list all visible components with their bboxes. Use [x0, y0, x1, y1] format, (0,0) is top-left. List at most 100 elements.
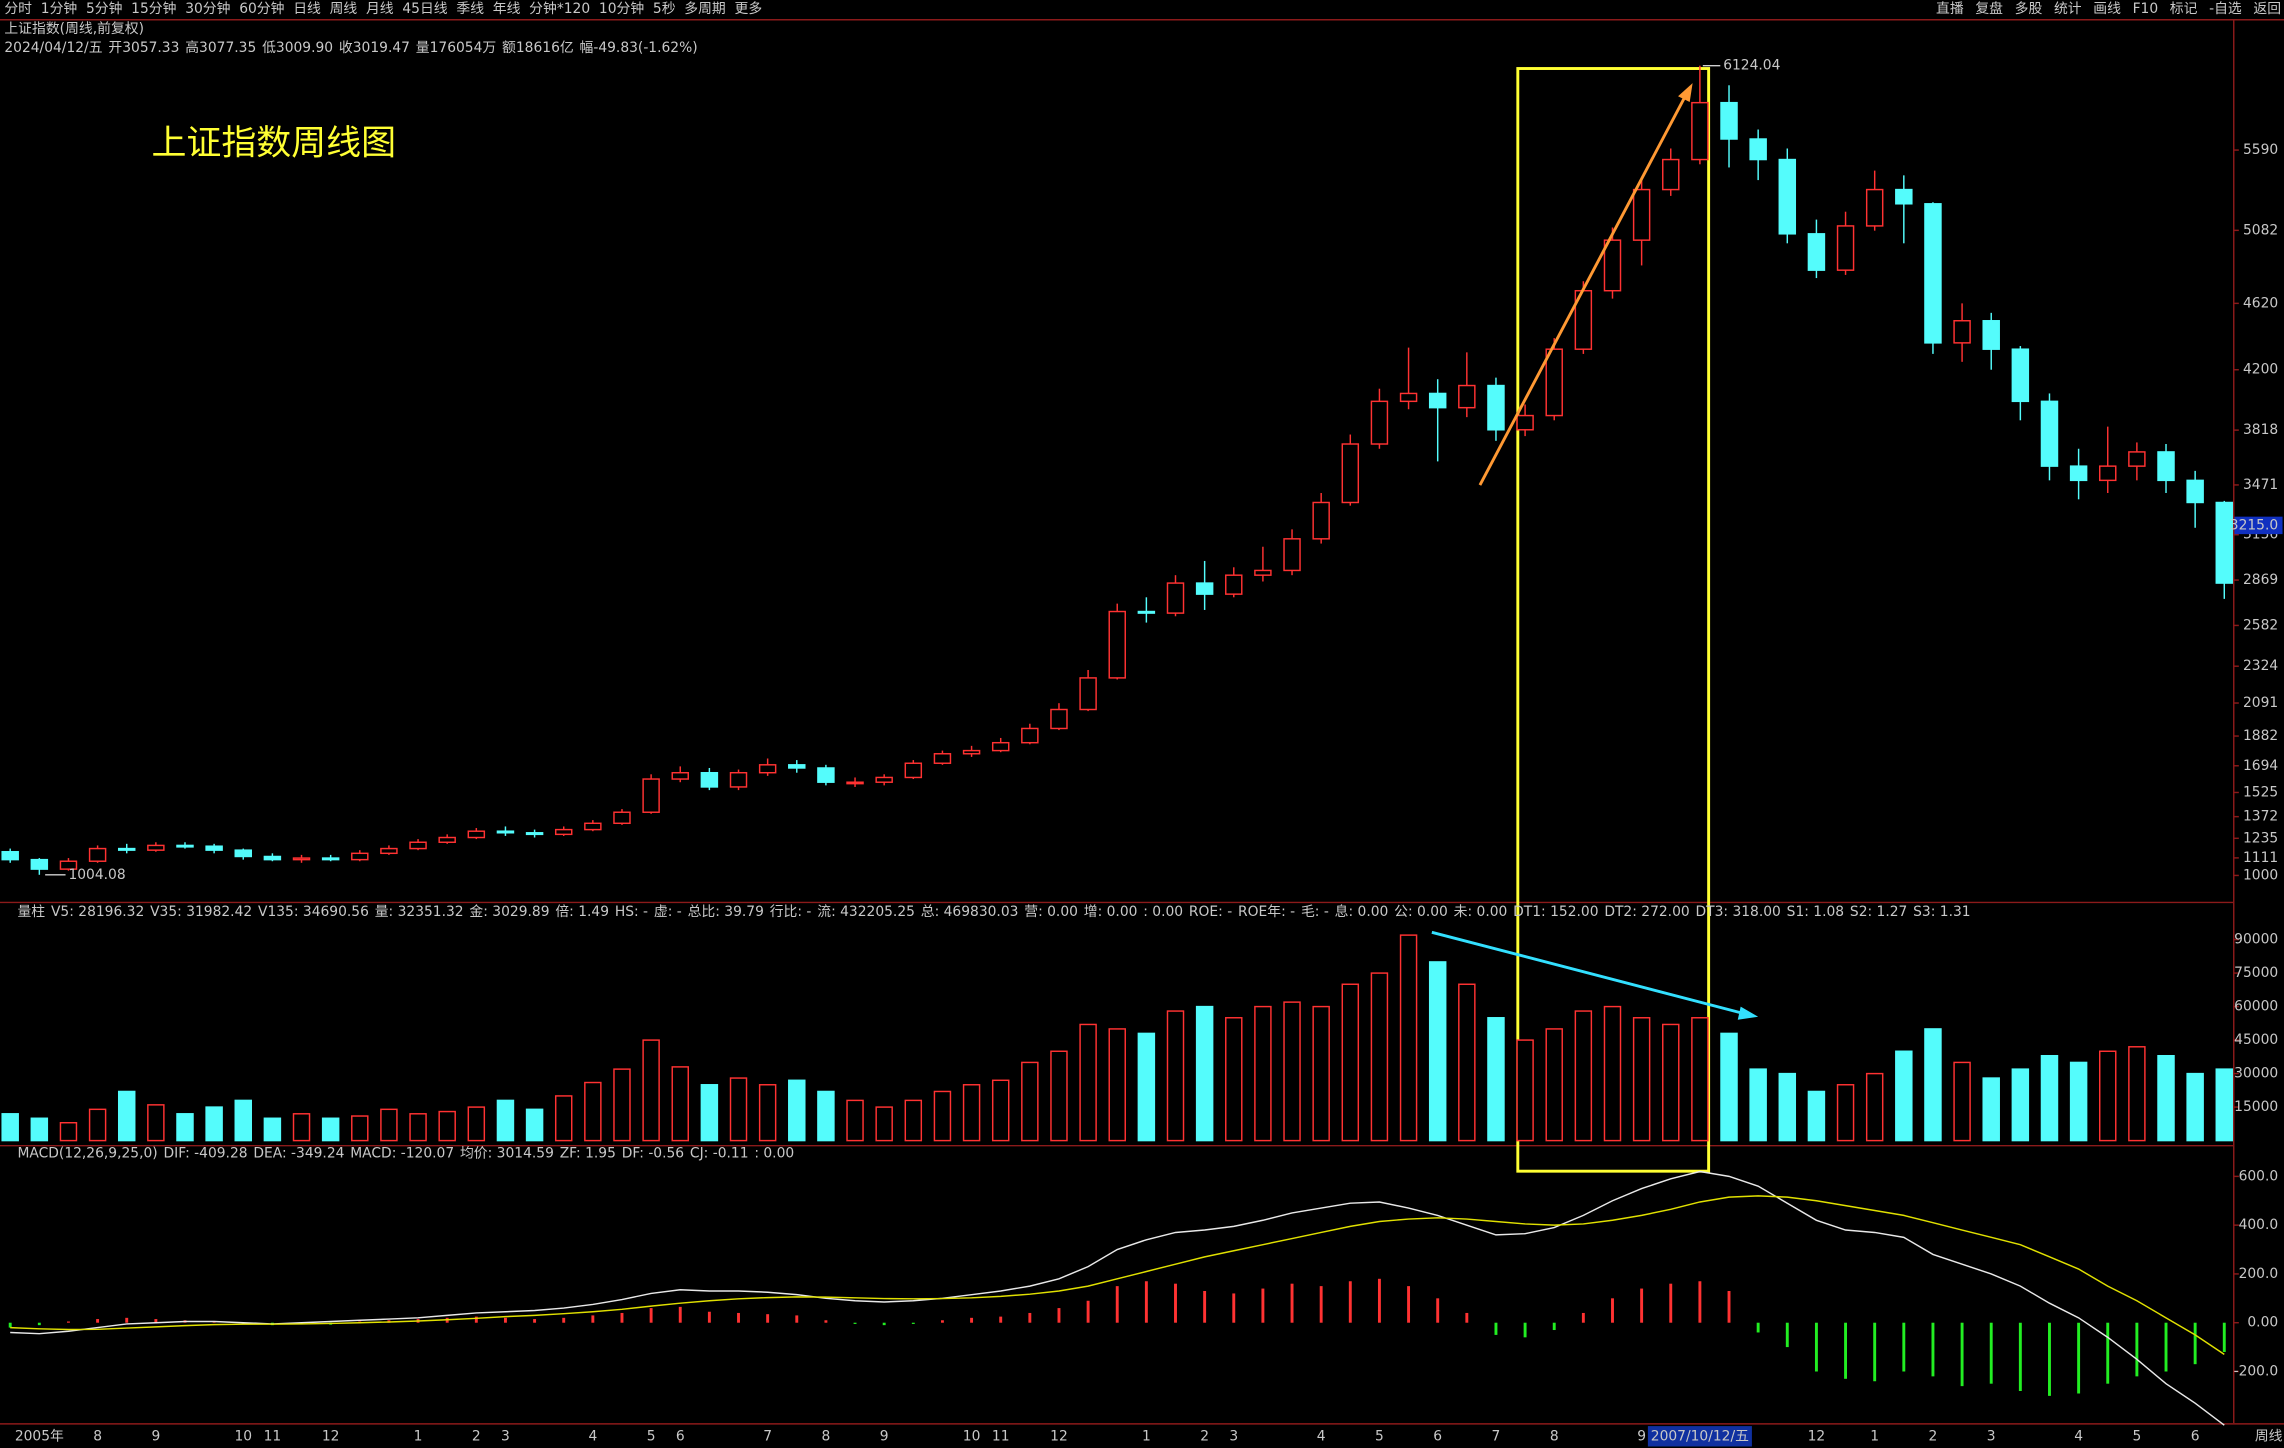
toolbar-item[interactable]: F10 [2133, 1, 2159, 17]
candle-body [788, 764, 806, 769]
toolbar-item[interactable]: 统计 [2054, 1, 2082, 17]
volume-bar [234, 1099, 252, 1142]
y-tick-label: 1882 [2243, 728, 2278, 744]
toolbar-item[interactable]: 45日线 [402, 1, 447, 17]
volume-bar [263, 1117, 282, 1142]
toolbar-item[interactable]: -自选 [2209, 1, 2242, 17]
y-tick-label: 2091 [2243, 695, 2278, 711]
candle-body [1399, 392, 1418, 403]
info-text: 毛: - [1301, 904, 1329, 920]
y-tick-label: 30000 [2234, 1066, 2278, 1082]
volume-bar [1807, 1090, 1826, 1142]
candle-body [1807, 233, 1826, 271]
candle-body [991, 741, 1010, 752]
toolbar-item[interactable]: 多股 [2015, 0, 2043, 17]
price-marker-bg [2234, 516, 2283, 535]
toolbar-item[interactable]: 画线 [2093, 1, 2121, 17]
toolbar-item[interactable]: 分时 [4, 1, 32, 17]
info-text: 息: 0.00 [1335, 903, 1389, 920]
toolbar-item[interactable]: 5秒 [653, 1, 676, 17]
x-tick-label: 3 [1987, 1428, 1996, 1444]
toolbar-item[interactable]: 直播 [1936, 0, 1964, 17]
candle-body [1341, 443, 1360, 504]
candle-body [1982, 320, 2000, 350]
x-tick-label: 3 [501, 1428, 510, 1444]
volume-bar [1458, 983, 1476, 1142]
toolbar-item[interactable]: 返回 [2253, 1, 2281, 17]
volume-bar [88, 1108, 107, 1142]
candle-body [380, 847, 398, 855]
y-tick-label: 60000 [2234, 999, 2278, 1015]
toolbar-item[interactable]: 5分钟 [86, 0, 122, 17]
toolbar-item[interactable]: 复盘 [1975, 0, 2003, 17]
info-text: 量176054万 [416, 40, 496, 56]
info-text: ZF: 1.95 [560, 1146, 616, 1162]
y-tick-label: 45000 [2234, 1032, 2278, 1048]
info-text: S3: 1.31 [1913, 904, 1970, 920]
x-tick-label: 9 [880, 1428, 889, 1444]
low-label: 1004.08 [68, 867, 125, 883]
trend-arrow [1431, 930, 1746, 1016]
candle-body [613, 811, 631, 825]
toolbar-item[interactable]: 日线 [293, 1, 321, 17]
toolbar-item[interactable]: 15分钟 [131, 0, 176, 17]
toolbar-item[interactable]: 分钟*120 [529, 0, 590, 17]
toolbar-item[interactable]: 30分钟 [185, 0, 230, 17]
x-tick-label: 6 [676, 1428, 685, 1444]
toolbar-item[interactable]: 月线 [366, 1, 394, 17]
info-text: DT2: 272.00 [1604, 904, 1689, 920]
toolbar-item[interactable]: 周线 [330, 1, 358, 17]
volume-bar [1195, 1005, 1214, 1142]
x-tick-label: 7 [1492, 1428, 1501, 1444]
volume-bar [584, 1081, 602, 1142]
volume-bar [1370, 972, 1389, 1142]
volume-bar [1487, 1017, 1505, 1142]
candle-body [729, 771, 748, 788]
toolbar-item[interactable]: 60分钟 [239, 0, 284, 17]
volume-bar [1516, 1039, 1534, 1142]
toolbar-item[interactable]: 多周期 [684, 0, 725, 17]
instrument-title: 上证指数(周线,前复权) [4, 20, 144, 37]
candle-body [1370, 400, 1389, 445]
candle-body [1720, 101, 1738, 140]
toolbar-item[interactable]: 1分钟 [41, 0, 77, 17]
volume-bar [700, 1084, 719, 1142]
candle-body [2069, 465, 2088, 482]
y-tick-label: 3818 [2243, 422, 2278, 438]
toolbar-item[interactable]: 更多 [735, 0, 763, 17]
toolbar-item[interactable]: 标记 [2170, 1, 2198, 17]
x-tick-label: 2 [472, 1428, 481, 1444]
candle-body [1836, 225, 1855, 271]
volume-bar [933, 1090, 952, 1142]
x-tick-label: 5 [647, 1428, 656, 1444]
toolbar-item[interactable]: 10分钟 [599, 0, 644, 17]
toolbar-item[interactable]: 季线 [456, 1, 484, 17]
volume-bar [1312, 1005, 1330, 1142]
y-tick-label: 600.0 [2239, 1168, 2279, 1184]
candle-body [30, 858, 49, 870]
y-tick-label: 1525 [2243, 784, 2278, 800]
toolbar-item[interactable]: 年线 [493, 1, 521, 17]
x-tick-label: 1 [414, 1428, 423, 1444]
y-tick-label: 400.0 [2239, 1217, 2279, 1233]
info-text: 量: 32351.32 [375, 904, 464, 920]
candle-body [496, 830, 515, 834]
x-tick-label: 8 [93, 1428, 102, 1444]
info-text: 低3009.90 [262, 40, 333, 56]
x-tick-label: 5 [2132, 1428, 2141, 1444]
volume-bar [758, 1084, 777, 1142]
volume-bar [2011, 1068, 2030, 1142]
info-text: V5: 28196.32 [51, 904, 144, 920]
volume-bar [1, 1113, 19, 1142]
volume-bar [1225, 1017, 1243, 1142]
candle-body [525, 832, 544, 836]
candle-body [1516, 414, 1534, 431]
volume-bar [30, 1117, 49, 1142]
volume-bar [2128, 1046, 2146, 1142]
info-text: 虚: - [654, 904, 682, 920]
x-tick-label: 2 [1200, 1428, 1209, 1444]
candle-body [234, 849, 252, 858]
y-tick-label: 4200 [2243, 362, 2278, 378]
volume-bar [1137, 1032, 1156, 1142]
